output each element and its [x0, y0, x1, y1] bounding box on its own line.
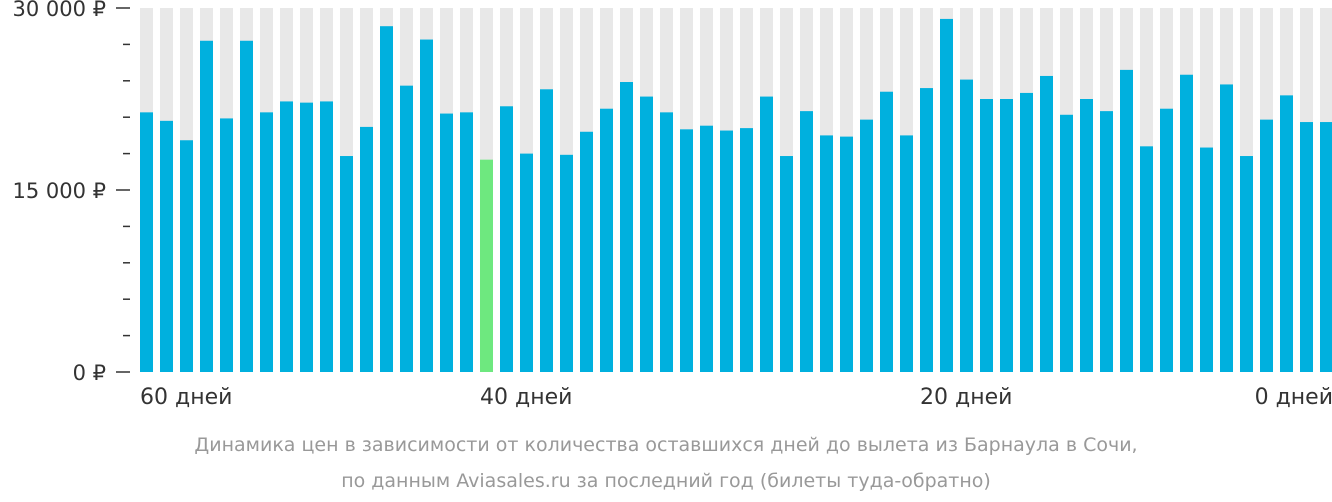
price-bar[interactable]	[540, 89, 553, 372]
price-bar[interactable]	[760, 96, 773, 372]
chart-caption-line-1: Динамика цен в зависимости от количества…	[194, 434, 1138, 456]
price-bar[interactable]	[980, 99, 993, 372]
y-tick-label: 30 000 ₽	[12, 0, 106, 21]
price-bars	[140, 18, 1332, 373]
y-tick-label: 0 ₽	[73, 361, 106, 385]
price-bar[interactable]	[400, 85, 413, 373]
price-bar[interactable]	[1200, 147, 1213, 372]
x-tick-label: 20 дней	[920, 385, 1012, 410]
price-bar[interactable]	[1000, 99, 1013, 372]
price-bar[interactable]	[1060, 114, 1073, 373]
price-bar[interactable]	[1160, 108, 1173, 372]
price-bar[interactable]	[220, 118, 233, 372]
price-bar[interactable]	[680, 129, 693, 372]
y-tick-label: 15 000 ₽	[12, 179, 106, 203]
price-bar[interactable]	[1040, 75, 1053, 373]
price-bar[interactable]	[560, 154, 573, 372]
price-bar[interactable]	[1120, 69, 1133, 372]
x-tick-label: 40 дней	[480, 385, 572, 410]
price-bar[interactable]	[740, 128, 753, 372]
price-bar[interactable]	[1080, 99, 1093, 372]
price-bar[interactable]	[360, 126, 373, 372]
price-bar[interactable]	[960, 79, 973, 372]
price-bar[interactable]	[520, 153, 533, 372]
price-bar[interactable]	[1300, 122, 1313, 372]
price-bar[interactable]	[280, 101, 293, 372]
price-dynamics-chart: 30 000 ₽ 15 000 ₽ 0 ₽ 60 дней 40 дней 20 дне…	[12, 0, 1332, 410]
price-bar[interactable]	[1180, 74, 1193, 372]
chart-caption-line-2: по данным Aviasales.ru за последний год …	[341, 470, 991, 492]
price-bar-cheapest[interactable]	[480, 159, 493, 372]
price-bar[interactable]	[420, 39, 433, 373]
price-bar[interactable]	[1140, 146, 1153, 372]
price-bar[interactable]	[620, 82, 633, 372]
price-bar[interactable]	[840, 136, 853, 372]
price-bar[interactable]	[320, 101, 333, 372]
price-bar[interactable]	[1320, 122, 1332, 372]
price-bar[interactable]	[260, 112, 273, 372]
price-bar[interactable]	[1280, 95, 1293, 373]
price-bar[interactable]	[880, 91, 893, 372]
price-bar[interactable]	[700, 125, 713, 373]
price-bar[interactable]	[600, 108, 613, 372]
price-bar[interactable]	[440, 113, 453, 372]
price-bar[interactable]	[660, 112, 673, 372]
price-bar[interactable]	[820, 135, 833, 372]
price-bar[interactable]	[180, 140, 193, 372]
price-bar[interactable]	[860, 119, 873, 372]
x-axis: 60 дней 40 дней 20 дней 0 дней	[140, 385, 1332, 410]
price-bar[interactable]	[1020, 92, 1033, 372]
price-bar[interactable]	[200, 40, 213, 372]
x-tick-label: 0 дней	[1255, 385, 1332, 410]
price-bar[interactable]	[500, 106, 513, 372]
price-bar[interactable]	[340, 156, 353, 372]
price-bar[interactable]	[780, 156, 793, 372]
price-bar[interactable]	[920, 88, 933, 372]
price-bar[interactable]	[720, 130, 733, 372]
price-bar[interactable]	[1100, 111, 1113, 372]
price-bar[interactable]	[580, 131, 593, 372]
price-bar[interactable]	[140, 112, 153, 372]
price-bar[interactable]	[240, 40, 253, 372]
price-bar[interactable]	[300, 102, 313, 372]
price-bar[interactable]	[380, 26, 393, 372]
price-bar[interactable]	[1220, 84, 1233, 372]
price-bar[interactable]	[940, 18, 953, 372]
price-bar[interactable]	[1240, 156, 1253, 372]
price-bar[interactable]	[460, 112, 473, 372]
price-bar[interactable]	[900, 135, 913, 372]
price-bar[interactable]	[1260, 119, 1273, 372]
x-tick-label: 60 дней	[140, 385, 232, 410]
background-bars	[140, 8, 1332, 372]
y-axis: 30 000 ₽ 15 000 ₽ 0 ₽	[12, 0, 130, 385]
price-bar[interactable]	[800, 111, 813, 372]
price-bar[interactable]	[640, 96, 653, 372]
price-bar[interactable]	[160, 120, 173, 372]
